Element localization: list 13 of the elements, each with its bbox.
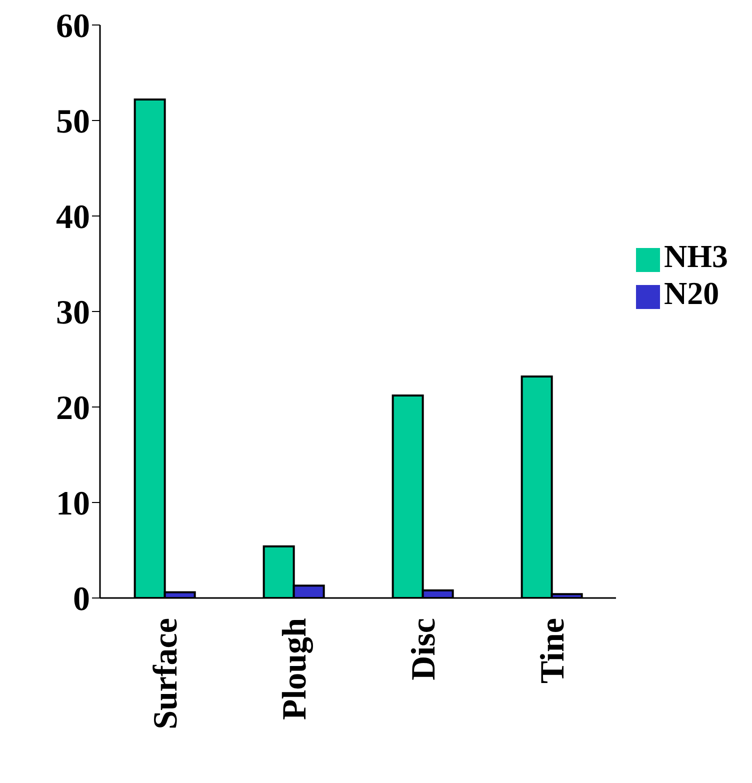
x-tick-label: Disc: [406, 618, 442, 680]
x-tick-label: Tine: [534, 618, 572, 684]
y-tick-label: 40: [56, 199, 90, 236]
y-tick-label: 30: [56, 294, 90, 332]
legend-label: NH3: [664, 238, 728, 274]
y-tick-label: 60: [56, 8, 90, 46]
y-tick-label: 0: [73, 581, 90, 618]
y-tick-label: 20: [56, 390, 90, 428]
legend-label: N20: [664, 275, 720, 311]
y-tick-label: 10: [56, 486, 90, 523]
y-tick-label: 50: [56, 104, 90, 141]
x-tick-label: Surface: [148, 618, 184, 730]
x-tick-label: Plough: [276, 618, 314, 720]
